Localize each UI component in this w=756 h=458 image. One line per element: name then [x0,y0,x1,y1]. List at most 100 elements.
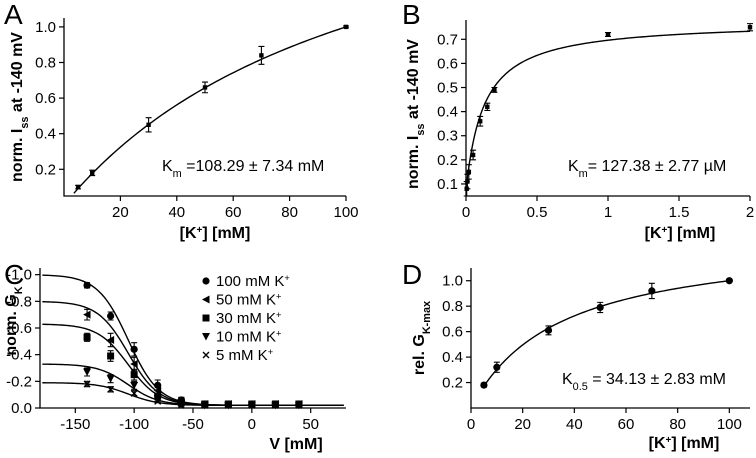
panel-c-s3-point-2 [130,381,139,390]
panel-c-legend-marker-2 [202,314,210,322]
panel-d-xlabel-part-2: ] [mM] [671,435,719,452]
panel-b-ytick-label-3: 0.4 [437,104,458,121]
panel-b-point-6 [492,87,497,93]
panel-b-annotation-part-0: K [568,158,579,175]
panel-a-annotation: Km =108.29 ± 7.34 mM [162,158,324,180]
panel-c-s3-point-0 [83,368,92,376]
panel-b-xlabel-part-1: + [662,225,668,236]
panel-a-ytick-label-2: 0.6 [35,90,56,107]
panel-b-point-3 [470,152,476,158]
panel-a-annotation-part-2: =108.29 ± 7.34 mM [182,158,325,175]
panel-d-annotation: K0.5 = 34.13 ± 2.83 mM [562,371,726,393]
panel-c-s0-point-0 [83,281,91,289]
panel-d-annotation-part-0: K [562,371,573,388]
panel-d-ytick-label-1: 0.4 [442,349,463,366]
panel-d-annotation-part-2: = 34.13 ± 2.83 mM [588,371,726,388]
panel-c-s4-point-6 [224,401,232,409]
panel-c-ytick-label-2: -0.4 [6,347,32,364]
panel-c-legend-label-1-part-0: 50 mM K [216,292,276,309]
panel-d-xtick-label-5: 100 [717,416,742,433]
panel-c: C -150 -100 -50 0 50 0.0 -0.2 -0.4 -0.6 -0.8 -1.0 V … [3,259,346,453]
panel-b-ytick-label-5: 0.6 [437,55,458,72]
panel-b-xtick-label-0: 0 [462,204,470,221]
panel-d-ytick-label-0: 0.2 [442,375,463,392]
panel-c-legend-label-4: 5 mM K+ [216,347,273,364]
panel-c-s2-point-1 [107,352,115,360]
panel-d-point-4 [648,287,656,295]
panel-d-point-2 [544,326,553,334]
panel-c-xtick-label-1: -100 [119,416,149,433]
panel-d-point-3 [596,303,604,312]
panel-a-xtick-label-2: 60 [225,204,242,221]
panel-d-xlabel-part-0: [K [649,435,666,452]
panel-c-letter: C [4,259,24,290]
panel-c-s4-point-2 [130,389,138,397]
panel-a-point-3 [202,85,208,90]
panel-a-ytick-label-0: 0.2 [35,161,56,178]
panel-a-point-4 [259,53,264,58]
panel-c-s4-point-5 [201,401,209,409]
panel-c-legend-label-0-part-1: + [284,273,289,283]
panel-d-xtick-label-0: 0 [467,416,475,433]
panel-c-legend-label-0: 100 mM K+ [216,273,290,290]
panel-b-xlabel: [K+] [mM] [645,225,716,243]
panel-c-legend-marker-4 [202,351,210,359]
panel-d-xtick-label-3: 60 [618,416,635,433]
panel-c-ytick-label-3: -0.6 [6,320,32,337]
panel-c-xtick-label-0: -150 [60,416,90,433]
panel-d-ylabel-part-1: K-max [421,301,433,334]
panel-a-point-2 [146,122,151,127]
panel-c-legend-label-3-part-0: 10 mM K [216,329,276,346]
panel-c-s0-point-2 [130,345,138,353]
panel-d-ylabel-part-0: rel. G [411,334,428,375]
panel-b-ytick-label-1: 0.2 [437,152,458,169]
panel-c-s4-point-7 [248,401,256,409]
panel-c-s2-point-2 [130,371,138,379]
panel-c-ylabel: norm. GK [3,286,25,355]
panel-c-legend-label-2-part-0: 30 mM K [216,310,276,327]
panel-c-legend-marker-1 [202,295,210,304]
panel-b-ytick-label-2: 0.3 [437,128,458,145]
panel-c-s3-point-3 [153,395,162,403]
panel-a-xlabel: [K+] [mM] [180,225,251,243]
panel-a-ytick-label-1: 0.4 [35,126,56,143]
panel-a-ylabel: norm. Iss at -140 mV [9,32,31,182]
panel-d-annotation-part-1: 0.5 [573,381,588,393]
panel-d-xtick-label-1: 20 [514,416,531,433]
panel-b-ytick-label-0: 0.1 [437,176,458,193]
panel-c-xtick-label-4: 50 [302,416,319,433]
panel-b-ylabel: norm. Iss at -140 mV [405,39,427,189]
panel-d-ytick-label-3: 0.8 [442,298,463,315]
panel-d-fit-curve [483,280,730,387]
panel-c-s4-point-4 [177,401,185,409]
panel-a-ytick-label-3: 0.8 [35,55,56,72]
panel-a-ylabel-part-0: norm. I [9,129,26,182]
panel-b-point-5 [485,104,490,109]
panel-b-xtick-label-1: 0.5 [527,204,548,221]
panel-c-legend-marker-0 [202,277,210,285]
panel-b-letter: B [402,0,421,30]
panel-c-legend-label-3-part-1: + [276,329,281,339]
panel-c-legend-label-2-part-1: + [276,310,281,320]
panel-a-annotation-part-0: K [162,158,173,175]
panel-c-legend-label-2: 30 mM K+ [216,310,281,327]
panel-d-ylabel: rel. GK-max [411,301,433,375]
panel-c-ytick-label-4: -0.8 [6,293,32,310]
panel-c-legend-label-1: 50 mM K+ [216,292,281,309]
panel-c-legend-label-4-part-0: 5 mM K [216,347,268,364]
panel-a-point-5 [343,24,349,30]
panel-c-ylabel-part-1: K [13,286,25,294]
panel-c-xtick-label-3: 0 [248,416,256,433]
panel-c-s4-point-0 [83,380,91,388]
panel-a-fit-curve [73,26,347,194]
panel-c-legend-label-3: 10 mM K+ [216,329,281,346]
panel-c-xtick-label-2: -50 [182,416,204,433]
panel-b-point-8 [747,25,753,30]
panel-a-xtick-label-1: 40 [168,204,185,221]
panel-c-s4-point-9 [295,401,303,409]
panel-c-s0-point-1 [107,312,115,320]
panel-d-point-1 [493,363,501,371]
panel-c-s3-point-1 [106,375,115,383]
panel-b-annotation-part-2: = 127.38 ± 2.77 µM [588,158,727,175]
panel-b-point-1 [465,179,470,184]
